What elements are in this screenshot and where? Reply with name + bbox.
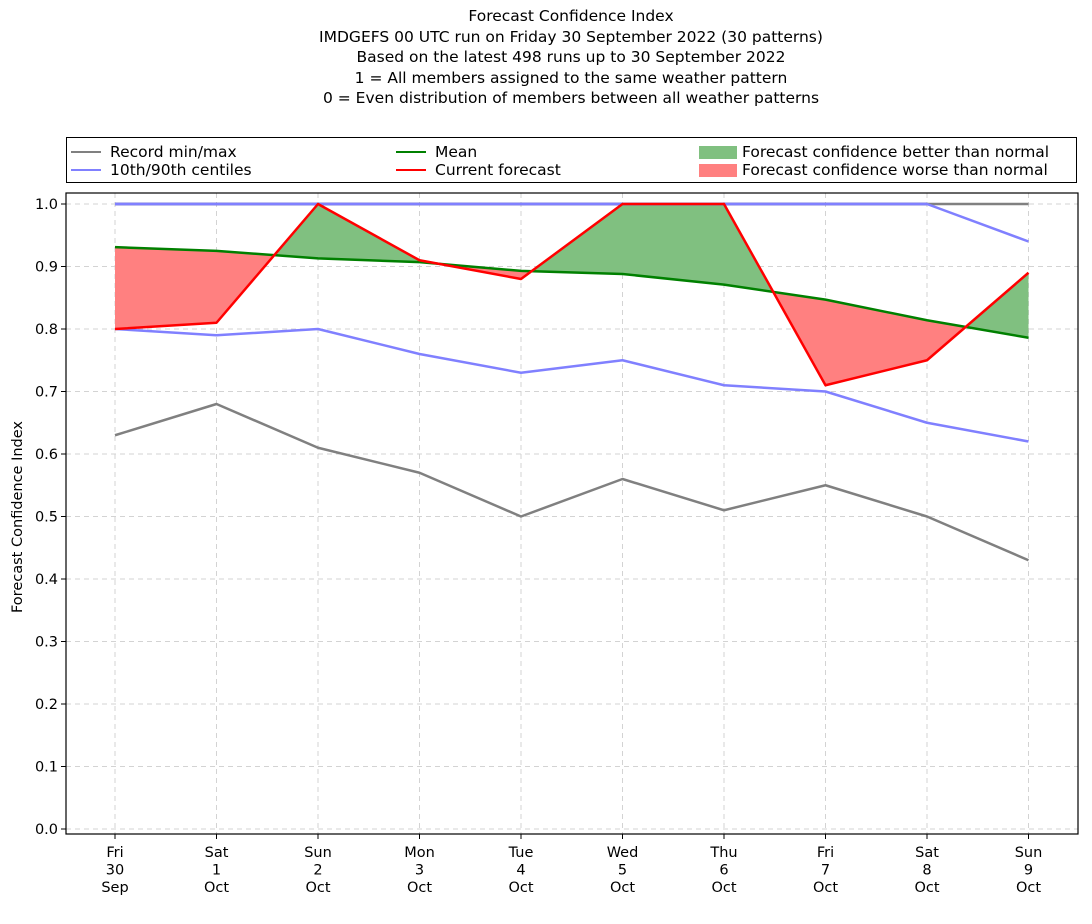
legend-label-current: Current forecast [435,161,561,179]
line-record-min [114,402,1029,562]
legend-item-better: Forecast confidence better than normal [699,143,1049,161]
chart-legend: Record min/max 10th/90th centiles Mean C… [66,137,1077,183]
legend-swatch-worse [699,163,737,177]
legend-item-mean: Mean [396,143,477,161]
y-tick-label: 1.0 [35,197,58,213]
chart-subtitle-basis: Based on the latest 498 runs up to 30 Se… [356,48,786,66]
x-tick-label: Oct [711,880,736,896]
x-tick-label: 8 [922,863,931,879]
legend-swatch-current [396,169,426,171]
x-tick-label: Wed [607,845,639,861]
legend-swatch-better [699,145,737,159]
chart-subtitle-run: IMDGEFS 00 UTC run on Friday 30 Septembe… [319,27,823,46]
x-tick-label: Oct [610,880,635,896]
legend-item-centiles: 10th/90th centiles [71,161,252,179]
y-axis-label: Forecast Confidence Index [10,421,26,613]
x-tick-label: Sep [101,880,128,896]
fill-worse-than-normal [927,320,966,361]
x-tick-label: Oct [914,880,939,896]
y-tick-label: 0.4 [35,572,58,588]
chart-title-block: Forecast Confidence Index IMDGEFS 00 UTC… [0,6,1092,109]
line-p10 [114,327,1029,443]
chart-subtitle-max-note: 1 = All members assigned to the same wea… [354,68,788,87]
legend-label-better: Forecast confidence better than normal [742,143,1050,161]
x-tick-label: 5 [618,863,627,879]
y-tick-label: 0.7 [35,385,58,401]
x-tick-label: Sat [915,845,939,861]
x-tick-label: 6 [719,863,728,879]
y-tick-label: 0.6 [35,447,58,463]
fill-worse-than-normal [825,299,927,386]
chart-title: Forecast Confidence Index [468,7,674,25]
x-tick-label: Mon [404,845,435,861]
line-p90 [115,202,1029,243]
x-tick-label: Thu [709,845,737,861]
legend-item-current: Current forecast [396,161,561,179]
x-tick-label: Oct [813,880,838,896]
legend-label-centiles: 10th/90th centiles [110,161,252,179]
plot-frame [65,192,1079,835]
x-tick-label: 1 [212,863,221,879]
legend-label-mean: Mean [435,143,478,161]
axis-layer: 0.0 0.1 0.2 0.3 0.4 0.5 0.6 0.7 0.8 0.9 1.0 Fri 30Se… [35,192,1079,896]
y-tick-label: 0.8 [35,322,58,338]
x-tick-label: Oct [305,880,330,896]
x-tick-label: 9 [1024,863,1033,879]
y-tick-label: 0.2 [35,697,58,713]
legend-swatch-record [71,151,101,153]
fill-layer [115,204,1029,386]
x-tick-label: Oct [204,880,229,896]
y-tick-label: 0.5 [35,510,58,526]
line-current-forecast [114,202,1030,387]
y-tick-label: 0.9 [35,260,58,276]
y-tick-label: 0.3 [35,635,58,651]
x-tick-label: 7 [821,863,830,879]
x-tick-label: 2 [313,863,322,879]
legend-item-record: Record min/max [71,143,237,161]
x-tick-label: 4 [516,863,525,879]
fill-better-than-normal [965,272,1029,338]
x-tick-label: Sun [1015,845,1043,861]
line-mean [114,245,1029,339]
x-tick-label: Fri [106,845,123,861]
legend-item-worse: Forecast confidence worse than normal [699,161,1048,179]
fill-worse-than-normal [115,247,217,329]
x-tick-label: Oct [508,880,533,896]
y-tick-label: 0.0 [35,822,58,838]
chart-subtitle-min-note: 0 = Even distribution of members between… [322,89,820,107]
y-tick-label: 0.1 [35,760,58,776]
x-tick-label: Oct [407,880,432,896]
x-tick-label: Sat [205,845,229,861]
x-tick-label: Sun [304,845,332,861]
x-tick-label: Tue [508,845,534,861]
legend-swatch-mean [396,151,426,153]
x-tick-label: Fri [817,845,834,861]
x-tick-label: 30 [106,863,124,879]
x-tick-label: Oct [1016,880,1041,896]
legend-label-record: Record min/max [110,143,237,161]
x-tick-label: 3 [415,863,424,879]
legend-label-worse: Forecast confidence worse than normal [742,161,1048,179]
legend-swatch-centiles [71,169,101,171]
fill-better-than-normal [622,204,724,285]
line-layer [114,202,1030,562]
